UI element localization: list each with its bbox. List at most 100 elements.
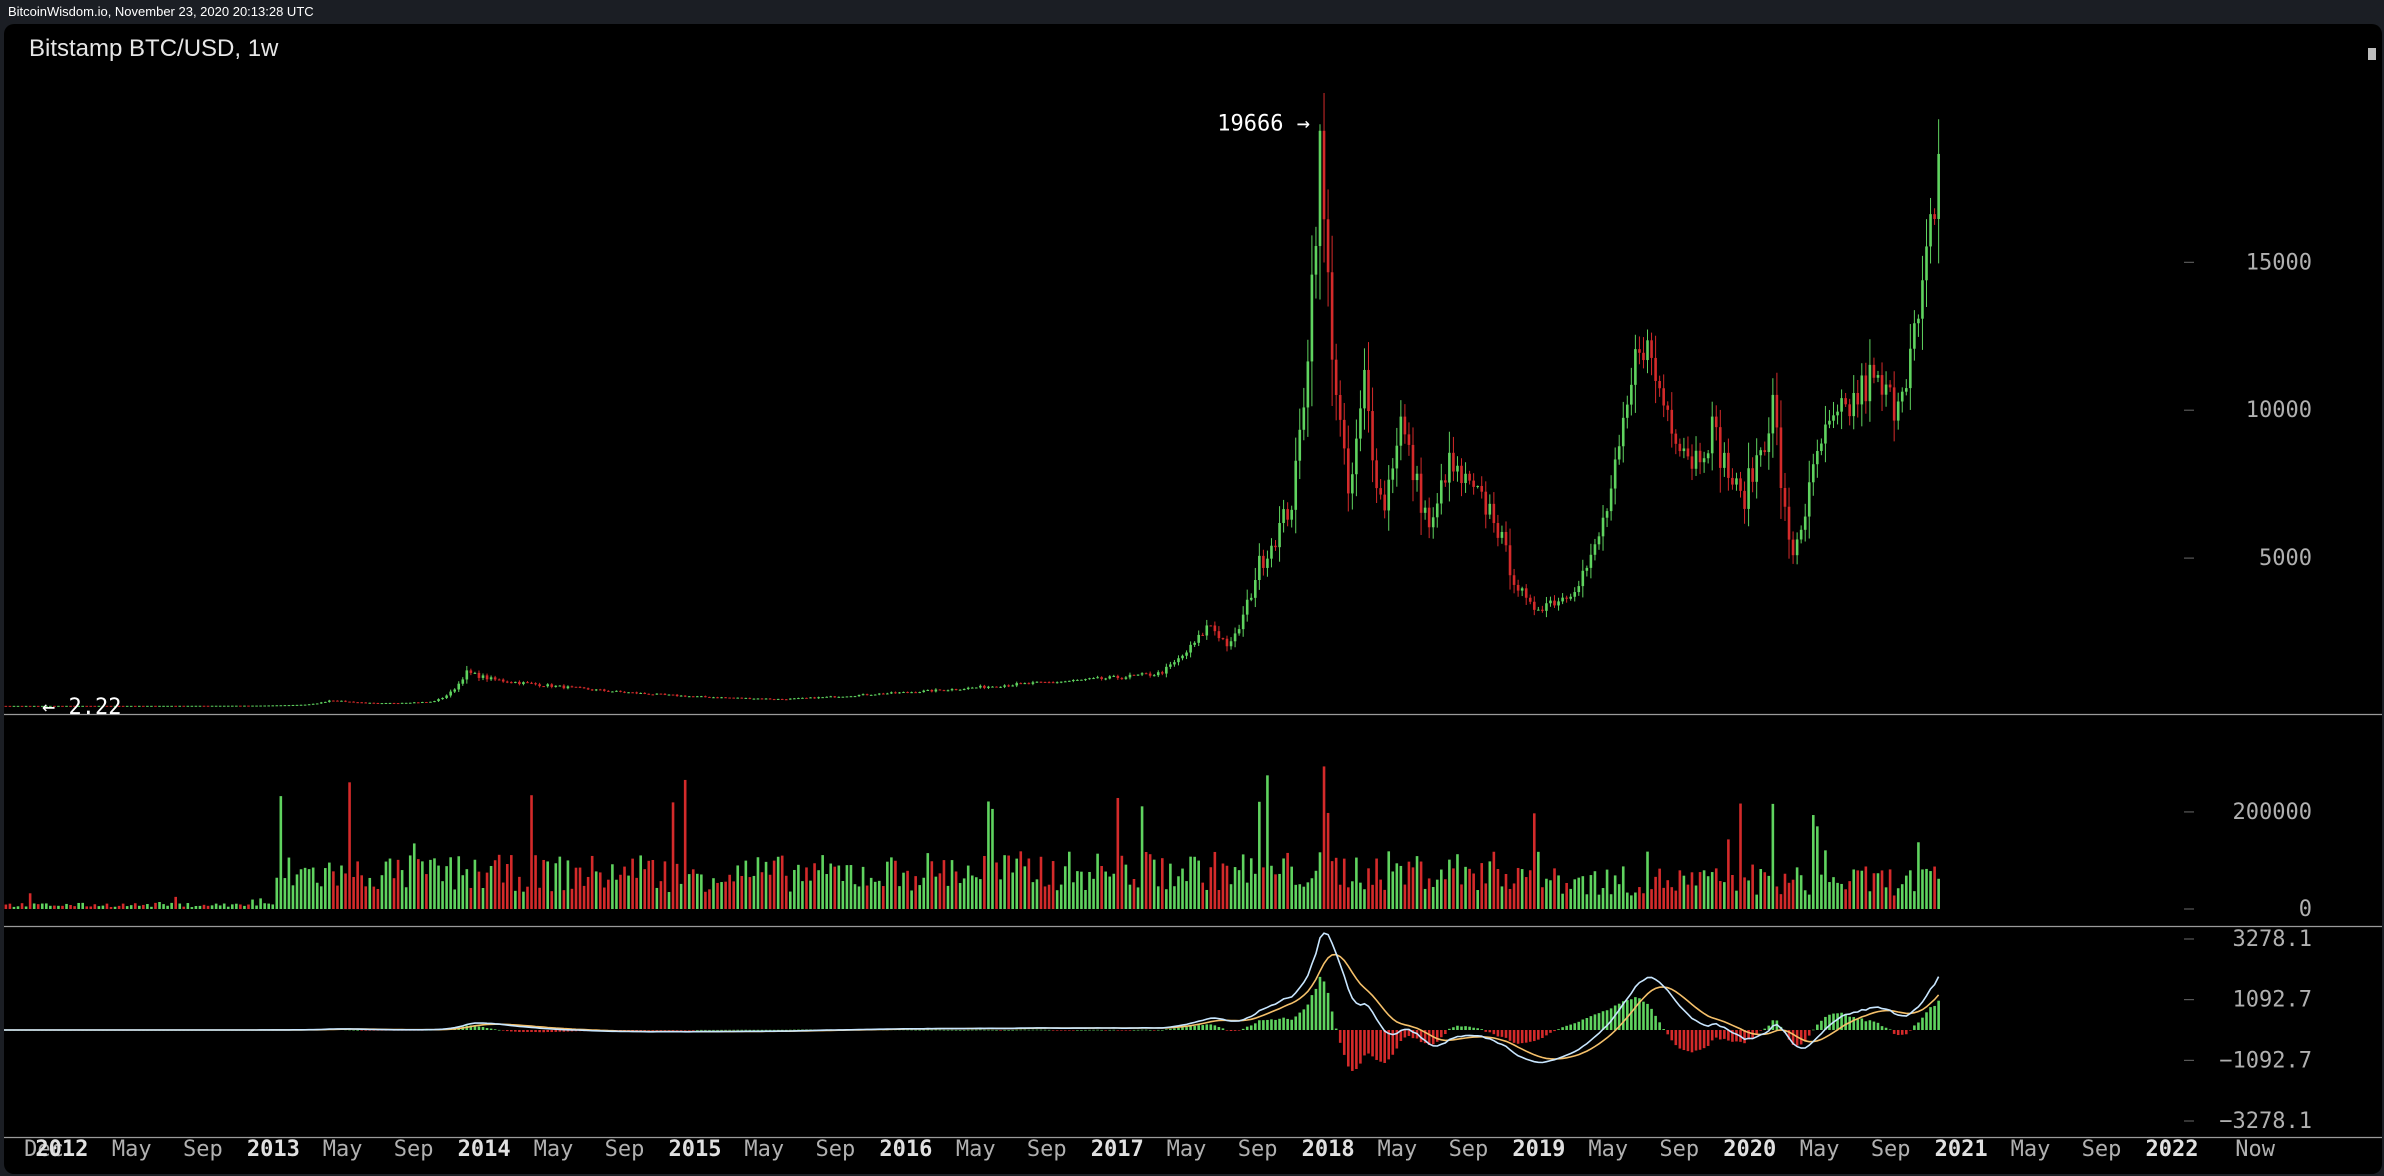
volume-bar: [1403, 884, 1407, 909]
candle-body: [922, 690, 926, 693]
volume-bar: [554, 863, 558, 909]
x-axis-label: 2016: [879, 1137, 932, 1162]
candle-body: [542, 686, 545, 688]
volume-bar: [97, 906, 101, 909]
candle-body: [1027, 683, 1031, 685]
candle-body: [882, 693, 885, 695]
candle-body: [1233, 633, 1237, 642]
candle-body: [376, 702, 380, 704]
candle-body: [1124, 677, 1128, 679]
volume-bar: [1496, 869, 1500, 909]
candle-body: [1694, 450, 1698, 469]
volume-bar: [1363, 889, 1366, 909]
candle-body: [1302, 407, 1306, 430]
volume-bar: [1415, 856, 1419, 909]
candle-body: [1892, 387, 1896, 421]
volume-bar: [1221, 863, 1225, 909]
macd-hist-bar: [1917, 1022, 1920, 1030]
candle-body: [332, 700, 335, 702]
macd-hist-bar: [348, 1029, 351, 1031]
volume-bar: [441, 881, 444, 909]
volume-bar: [1569, 888, 1572, 909]
volume-bar: [1286, 852, 1289, 909]
volume-bar: [1310, 878, 1314, 909]
macd-hist-bar: [1763, 1028, 1767, 1030]
macd-hist-bar: [1811, 1029, 1815, 1031]
macd-hist-bar: [1710, 1030, 1714, 1041]
candle-body: [251, 705, 254, 707]
candle-body: [518, 681, 521, 685]
candle-body: [1189, 644, 1192, 653]
macd-hist-bar: [1197, 1025, 1200, 1030]
candle-body: [1500, 531, 1504, 538]
volume-bar: [1549, 880, 1552, 909]
volume-bar: [983, 855, 986, 909]
macd-hist-bar: [1625, 1000, 1629, 1030]
capture-timestamp: BitcoinWisdom.io, November 23, 2020 20:1…: [8, 4, 314, 19]
candle-body: [32, 705, 36, 707]
macd-hist-bar: [1662, 1029, 1665, 1030]
candle-body: [1933, 214, 1936, 220]
macd-hist-bar: [1047, 1029, 1051, 1031]
candle-body: [538, 684, 541, 687]
volume-bar: [966, 865, 970, 909]
macd-hist-bar: [663, 1030, 667, 1031]
candle-body: [780, 698, 784, 700]
chart-canvas[interactable]: 19666 → ← 2.22 5000 10000 15000 0 200000 3278.1…: [4, 24, 2382, 1174]
candle-body: [1007, 685, 1010, 687]
panel-resize-handle[interactable]: [2368, 48, 2376, 60]
volume-bar: [857, 886, 861, 909]
volume-bar: [1124, 864, 1128, 909]
volume-bar: [728, 874, 731, 909]
candle-body: [1888, 384, 1892, 388]
volume-bar: [1573, 879, 1577, 909]
volume-bar: [49, 905, 52, 909]
volume-bar: [81, 902, 85, 909]
macd-hist-bar: [1589, 1016, 1593, 1030]
candle-body: [1201, 634, 1205, 636]
volume-bar: [121, 903, 125, 909]
volume-bar: [1152, 859, 1156, 909]
volume-bar: [1298, 884, 1302, 909]
x-axis-label: 2014: [458, 1137, 511, 1162]
volume-bar: [489, 865, 493, 909]
chart-frame[interactable]: Bitstamp BTC/USD, 1w 19666 → ← 2.22 5000 10…: [4, 24, 2382, 1174]
candle-body: [283, 705, 287, 707]
candle-body: [299, 704, 303, 706]
candle-body: [716, 697, 719, 699]
volume-bar: [477, 871, 481, 909]
volume-bar: [1464, 866, 1467, 909]
volume-bar: [1625, 892, 1629, 909]
candle-body: [1262, 555, 1265, 568]
candle-body: [501, 679, 505, 682]
volume-bar: [142, 904, 145, 909]
volume-bar: [109, 906, 113, 909]
volume-bar: [1658, 868, 1661, 909]
macd-hist-bar: [1702, 1030, 1706, 1049]
macd-hist-bar: [784, 1029, 788, 1031]
volume-bar: [1775, 886, 1779, 909]
volume-bar: [1399, 865, 1403, 909]
macd-hist-bar: [477, 1026, 481, 1030]
macd-hist-bar: [1621, 1001, 1625, 1030]
candle-body: [243, 705, 246, 707]
candle-body: [1043, 681, 1047, 683]
candle-body: [1092, 678, 1095, 680]
macd-hist-bar: [1104, 1030, 1107, 1031]
volume-bar: [1844, 889, 1847, 909]
volume-bar: [210, 905, 214, 909]
macd-hist-bar: [1177, 1027, 1180, 1030]
candle-body: [1104, 678, 1107, 680]
candle-body: [493, 677, 497, 680]
candle-body: [433, 701, 436, 703]
candle-body: [1294, 460, 1298, 510]
candle-body: [1084, 679, 1087, 681]
macd-hist-bar: [1169, 1028, 1172, 1030]
macd-hist-bar: [505, 1030, 509, 1032]
x-axis-label: 2021: [1935, 1137, 1988, 1162]
volume-bar: [218, 905, 222, 909]
candle-body: [1435, 503, 1439, 518]
volume-bar: [651, 860, 655, 909]
candle-body: [73, 705, 76, 707]
macd-hist-bar: [958, 1029, 962, 1031]
